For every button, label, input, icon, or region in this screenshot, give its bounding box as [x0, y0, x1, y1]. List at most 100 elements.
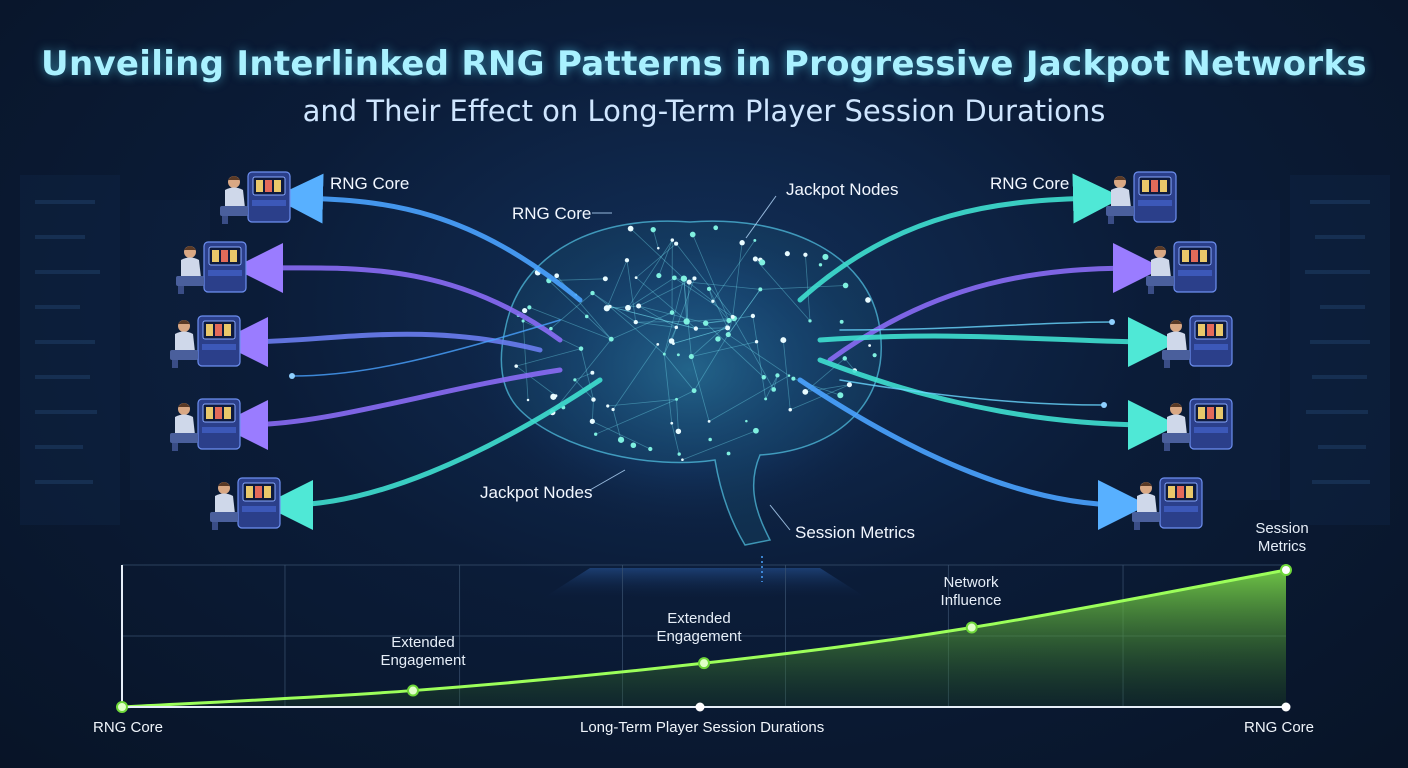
- brain-link: [591, 399, 594, 422]
- brain-link: [728, 334, 790, 377]
- brain-node: [521, 319, 525, 323]
- brain-link: [755, 258, 811, 322]
- chart-point-4: [1280, 564, 1292, 576]
- label-leaders: [589, 195, 791, 531]
- brain-node: [865, 297, 871, 303]
- brain-link: [592, 292, 611, 307]
- brain-node: [668, 338, 675, 344]
- brain-node: [803, 252, 808, 257]
- brain-node: [514, 364, 518, 368]
- brain-node: [753, 238, 757, 242]
- chart-point-2: [698, 657, 710, 670]
- brain-link: [663, 354, 673, 424]
- brain-link: [673, 327, 728, 344]
- brain-node: [657, 246, 660, 250]
- label-rng-core-right: RNG Core: [990, 174, 1070, 193]
- chart-point-1: [407, 684, 419, 697]
- brain-node: [589, 418, 595, 424]
- brain-node: [627, 225, 634, 232]
- brain-node: [726, 318, 732, 324]
- brain-link: [790, 384, 850, 411]
- brain-link: [607, 398, 677, 407]
- session-chart: [116, 556, 1292, 713]
- brain-node: [842, 282, 849, 289]
- brain-link: [673, 327, 728, 344]
- brain-node: [554, 394, 558, 398]
- label-rng-core-center: RNG Core: [512, 204, 592, 223]
- brain-node: [752, 256, 758, 262]
- brain-node: [771, 387, 777, 392]
- brain-node: [683, 318, 690, 325]
- brain-link: [676, 399, 679, 432]
- player-slot-right-3: [1161, 315, 1233, 369]
- brain-node: [753, 427, 759, 434]
- brain-node: [656, 272, 662, 279]
- brain-link: [652, 229, 659, 249]
- brain-link: [609, 306, 665, 355]
- brain-link: [627, 277, 675, 309]
- brain-link: [712, 301, 730, 321]
- brain-link: [664, 353, 695, 391]
- brain-link: [516, 348, 582, 367]
- page-title: Unveiling Interlinked RNG Patterns in Pr…: [41, 44, 1367, 84]
- brain-node: [761, 375, 766, 380]
- brain-link: [683, 278, 688, 322]
- brain-node: [713, 225, 719, 231]
- brain-link: [635, 321, 677, 328]
- x-axis-tick-right: [1281, 702, 1291, 712]
- brain-node: [636, 303, 642, 309]
- brain-node: [822, 253, 829, 260]
- chart-label-extended-engagement-1: Extended Engagement: [380, 634, 466, 669]
- brain-link: [682, 430, 757, 461]
- brain-node: [842, 356, 848, 361]
- brain-link: [630, 228, 685, 279]
- brain-node: [648, 446, 653, 452]
- brain-link: [612, 344, 659, 410]
- brain-link: [686, 318, 735, 322]
- brain-link: [692, 234, 730, 321]
- brain-node: [602, 276, 608, 282]
- label-jackpot-nodes-bottom: Jackpot Nodes: [480, 483, 593, 502]
- brain-link: [592, 420, 651, 450]
- brain-node: [868, 344, 872, 347]
- brain-node: [674, 325, 679, 330]
- brain-node: [846, 382, 852, 388]
- brain-node: [590, 290, 595, 296]
- brain-node: [608, 336, 614, 342]
- brain-node: [611, 407, 615, 412]
- brain-link: [635, 243, 677, 278]
- brain-node: [662, 352, 666, 356]
- brain-node: [754, 340, 759, 344]
- player-slot-left-5: [209, 477, 281, 531]
- brain-link: [638, 278, 695, 307]
- brain-link: [626, 260, 637, 323]
- chart-point-0: [116, 701, 128, 713]
- brain-node: [739, 240, 745, 246]
- label-session-metrics-center: Session Metrics: [795, 523, 915, 542]
- brain-link: [663, 278, 685, 355]
- brain-node: [837, 392, 844, 399]
- brain-node: [675, 428, 682, 435]
- brain-link: [752, 315, 767, 399]
- brain-node: [674, 241, 679, 246]
- brain-link: [529, 306, 612, 340]
- brain-node: [680, 275, 688, 282]
- brain-link: [693, 334, 729, 391]
- brain-link: [675, 243, 735, 319]
- brain-link: [683, 278, 692, 357]
- chart-label-extended-engagement-2: Extended Engagement: [656, 610, 742, 645]
- brain-node: [608, 304, 612, 309]
- brain-link: [705, 320, 730, 324]
- brain-node: [725, 325, 731, 331]
- brain-node: [791, 376, 796, 381]
- brain-link: [805, 254, 811, 321]
- brain-link: [691, 341, 757, 357]
- brain-link: [580, 348, 594, 400]
- brain-node: [656, 343, 660, 346]
- page-subtitle: and Their Effect on Long-Term Player Ses…: [302, 94, 1106, 128]
- player-slot-right-4: [1161, 398, 1233, 452]
- brain-node: [650, 226, 656, 233]
- brain-node: [750, 313, 756, 319]
- brain-link: [712, 240, 756, 302]
- brain-link: [611, 312, 673, 340]
